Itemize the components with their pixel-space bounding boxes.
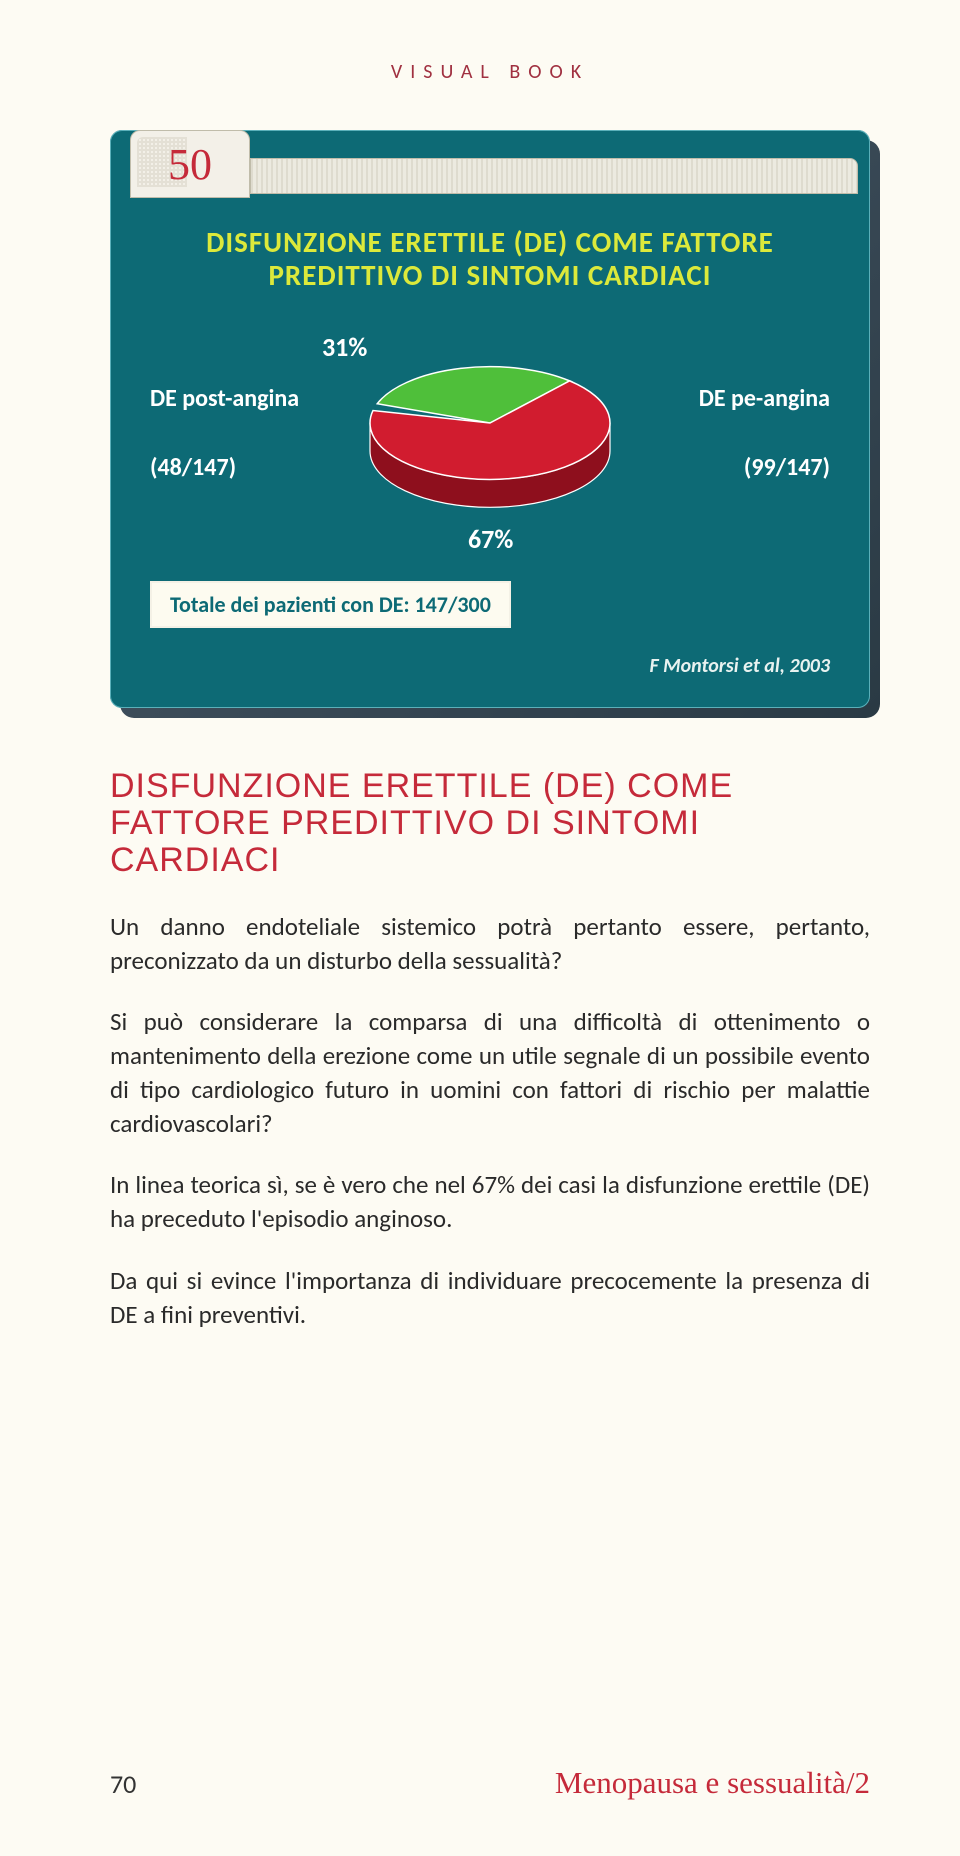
legend-left-label: DE post-angina — [150, 384, 310, 413]
total-label: Totale dei pazienti con DE: 147/300 — [150, 581, 511, 628]
legend-right: DE pe-angina (99/147) — [670, 384, 830, 482]
legend-left-sub: (48/147) — [150, 453, 236, 482]
pie-pct-bottom: 67% — [468, 523, 513, 555]
slide-number-tab: 50 — [130, 130, 250, 198]
page-footer: 70 Menopausa e sessualità/2 — [110, 1765, 870, 1801]
total-box-wrap: Totale dei pazienti con DE: 147/300 — [150, 553, 830, 628]
legend-left: DE post-angina (48/147) — [150, 384, 310, 482]
card-title-line2: PREDITTIVO DI SINTOMI CARDIACI — [269, 257, 712, 293]
slide-number: 50 — [168, 139, 212, 190]
paragraph-4: Da qui si evince l'importanza di individ… — [110, 1264, 870, 1332]
pie-pct-left: 31% — [322, 331, 367, 363]
card-title: DISFUNZIONE ERETTILE (DE) COME FATTORE P… — [150, 226, 830, 293]
page-number: 70 — [110, 1768, 136, 1800]
paragraph-3: In linea teorica sì, se è vero che nel 6… — [110, 1168, 870, 1236]
slide-card: 50 DISFUNZIONE ERETTILE (DE) COME FATTOR… — [110, 130, 870, 708]
legend-right-sub: (99/147) — [744, 453, 830, 482]
card-header-strip — [250, 158, 858, 194]
paragraph-1: Un danno endoteliale sistemico potrà per… — [110, 910, 870, 978]
paragraph-2: Si può considerare la comparsa di una di… — [110, 1005, 870, 1140]
section-title: DISFUNZIONE ERETTILE (DE) COME FATTORE P… — [110, 768, 870, 880]
citation: F Montorsi et al, 2003 — [150, 654, 830, 678]
card-title-line1: DISFUNZIONE ERETTILE (DE) COME FATTORE — [206, 224, 774, 260]
pie-svg — [340, 323, 640, 543]
chapter-label: Menopausa e sessualità/2 — [555, 1765, 870, 1801]
pie-chart-row: DE post-angina (48/147) 31% 67% DE pe-an… — [150, 323, 830, 543]
header-label: VISUAL BOOK — [110, 60, 870, 84]
pie-chart: 31% 67% — [340, 323, 640, 543]
legend-right-label: DE pe-angina — [670, 384, 830, 413]
